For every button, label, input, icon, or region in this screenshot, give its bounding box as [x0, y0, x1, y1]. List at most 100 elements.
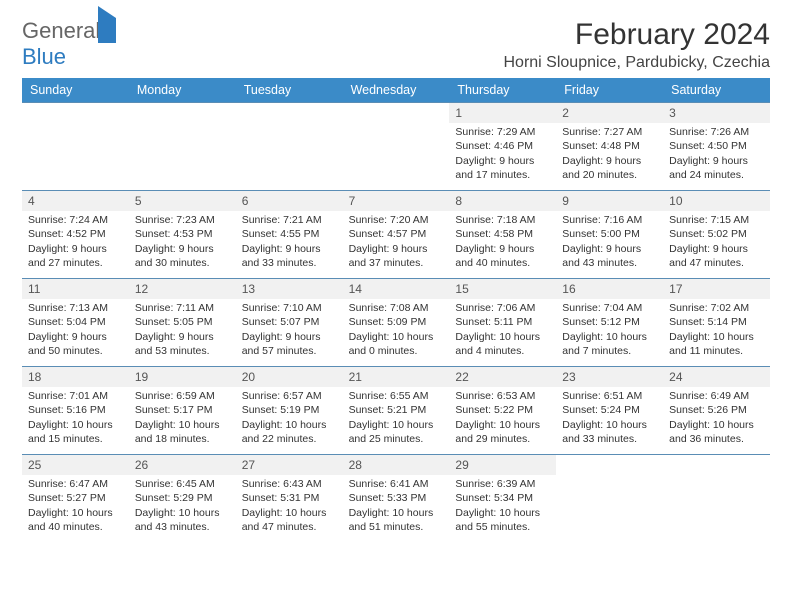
- sunrise-text: Sunrise: 7:23 AM: [135, 213, 230, 227]
- sunset-text: Sunset: 5:09 PM: [349, 315, 444, 329]
- location-text: Horni Sloupnice, Pardubicky, Czechia: [504, 54, 771, 72]
- calendar-cell: 10Sunrise: 7:15 AMSunset: 5:02 PMDayligh…: [663, 190, 770, 278]
- daylight-text: Daylight: 10 hours and 55 minutes.: [455, 506, 550, 534]
- calendar-cell: [663, 454, 770, 542]
- daylight-text: Daylight: 10 hours and 29 minutes.: [455, 418, 550, 446]
- sunrise-text: Sunrise: 7:11 AM: [135, 301, 230, 315]
- daylight-text: Daylight: 10 hours and 0 minutes.: [349, 330, 444, 358]
- calendar-cell: 15Sunrise: 7:06 AMSunset: 5:11 PMDayligh…: [449, 278, 556, 366]
- sunset-text: Sunset: 5:12 PM: [562, 315, 657, 329]
- sunset-text: Sunset: 5:07 PM: [242, 315, 337, 329]
- calendar-cell: [22, 102, 129, 190]
- day-number: 2: [556, 103, 663, 123]
- calendar-cell: 9Sunrise: 7:16 AMSunset: 5:00 PMDaylight…: [556, 190, 663, 278]
- calendar-cell: 11Sunrise: 7:13 AMSunset: 5:04 PMDayligh…: [22, 278, 129, 366]
- sunset-text: Sunset: 5:19 PM: [242, 403, 337, 417]
- day-number: 4: [22, 191, 129, 211]
- calendar-cell: 8Sunrise: 7:18 AMSunset: 4:58 PMDaylight…: [449, 190, 556, 278]
- sunset-text: Sunset: 5:00 PM: [562, 227, 657, 241]
- sunset-text: Sunset: 4:57 PM: [349, 227, 444, 241]
- day-number: 22: [449, 367, 556, 387]
- calendar-cell: 19Sunrise: 6:59 AMSunset: 5:17 PMDayligh…: [129, 366, 236, 454]
- calendar-cell: 21Sunrise: 6:55 AMSunset: 5:21 PMDayligh…: [343, 366, 450, 454]
- sunset-text: Sunset: 5:05 PM: [135, 315, 230, 329]
- daylight-text: Daylight: 10 hours and 15 minutes.: [28, 418, 123, 446]
- sunrise-text: Sunrise: 7:06 AM: [455, 301, 550, 315]
- header: General Blue February 2024 Horni Sloupni…: [22, 18, 770, 72]
- title-block: February 2024 Horni Sloupnice, Pardubick…: [504, 18, 771, 72]
- calendar-cell: 25 Sunrise: 6:47 AMSunset: 5:27 PMDayligh…: [22, 454, 129, 542]
- daylight-text: Daylight: 9 hours and 30 minutes.: [135, 242, 230, 270]
- daylight-text: Daylight: 9 hours and 37 minutes.: [349, 242, 444, 270]
- brand-part1: General: [22, 18, 100, 43]
- sunset-text: Sunset: 5:26 PM: [669, 403, 764, 417]
- calendar-cell: 7Sunrise: 7:20 AMSunset: 4:57 PMDaylight…: [343, 190, 450, 278]
- calendar-cell: [236, 102, 343, 190]
- calendar-grid: 1Sunrise: 7:29 AMSunset: 4:46 PMDaylight…: [22, 102, 770, 542]
- calendar-cell: 6Sunrise: 7:21 AMSunset: 4:55 PMDaylight…: [236, 190, 343, 278]
- daylight-text: Daylight: 10 hours and 36 minutes.: [669, 418, 764, 446]
- day-number: 19: [129, 367, 236, 387]
- daylight-text: Daylight: 10 hours and 7 minutes.: [562, 330, 657, 358]
- daylight-text: Daylight: 9 hours and 27 minutes.: [28, 242, 123, 270]
- calendar-cell: 4Sunrise: 7:24 AMSunset: 4:52 PMDaylight…: [22, 190, 129, 278]
- daylight-text: Daylight: 9 hours and 57 minutes.: [242, 330, 337, 358]
- weekday-label: Sunday: [22, 78, 129, 102]
- sunset-text: Sunset: 5:14 PM: [669, 315, 764, 329]
- day-number: 29: [449, 455, 556, 475]
- sunrise-text: Sunrise: 6:41 AM: [349, 477, 444, 491]
- sunrise-text: Sunrise: 7:01 AM: [28, 389, 123, 403]
- daylight-text: Daylight: 10 hours and 47 minutes.: [242, 506, 337, 534]
- daylight-text: Daylight: 10 hours and 11 minutes.: [669, 330, 764, 358]
- sunset-text: Sunset: 5:27 PM: [28, 491, 123, 505]
- sunset-text: Sunset: 5:21 PM: [349, 403, 444, 417]
- calendar-cell: 17Sunrise: 7:02 AMSunset: 5:14 PMDayligh…: [663, 278, 770, 366]
- daylight-text: Daylight: 9 hours and 17 minutes.: [455, 154, 550, 182]
- day-number: 24: [663, 367, 770, 387]
- sunset-text: Sunset: 5:34 PM: [455, 491, 550, 505]
- calendar-cell: [343, 102, 450, 190]
- day-number: 26: [129, 455, 236, 475]
- calendar-cell: [129, 102, 236, 190]
- calendar-cell: 29Sunrise: 6:39 AMSunset: 5:34 PMDayligh…: [449, 454, 556, 542]
- sunrise-text: Sunrise: 7:13 AM: [28, 301, 123, 315]
- calendar-cell: 5Sunrise: 7:23 AMSunset: 4:53 PMDaylight…: [129, 190, 236, 278]
- calendar-cell: 22Sunrise: 6:53 AMSunset: 5:22 PMDayligh…: [449, 366, 556, 454]
- daylight-text: Daylight: 9 hours and 20 minutes.: [562, 154, 657, 182]
- calendar-cell: 13Sunrise: 7:10 AMSunset: 5:07 PMDayligh…: [236, 278, 343, 366]
- sunset-text: Sunset: 4:52 PM: [28, 227, 123, 241]
- sunset-text: Sunset: 4:53 PM: [135, 227, 230, 241]
- month-title: February 2024: [504, 18, 771, 52]
- brand-part2: Blue: [22, 44, 66, 69]
- weekday-label: Tuesday: [236, 78, 343, 102]
- daylight-text: Daylight: 9 hours and 50 minutes.: [28, 330, 123, 358]
- sunrise-text: Sunrise: 6:47 AM: [28, 477, 123, 491]
- sunrise-text: Sunrise: 7:20 AM: [349, 213, 444, 227]
- sunset-text: Sunset: 4:48 PM: [562, 139, 657, 153]
- day-number: 25: [22, 455, 129, 475]
- sunrise-text: Sunrise: 6:43 AM: [242, 477, 337, 491]
- day-number: 10: [663, 191, 770, 211]
- daylight-text: Daylight: 10 hours and 40 minutes.: [28, 506, 123, 534]
- calendar-cell: 18Sunrise: 7:01 AMSunset: 5:16 PMDayligh…: [22, 366, 129, 454]
- day-number: 18: [22, 367, 129, 387]
- weekday-label: Thursday: [449, 78, 556, 102]
- daylight-text: Daylight: 10 hours and 33 minutes.: [562, 418, 657, 446]
- day-number: 28: [343, 455, 450, 475]
- calendar-cell: 24Sunrise: 6:49 AMSunset: 5:26 PMDayligh…: [663, 366, 770, 454]
- day-number: 6: [236, 191, 343, 211]
- brand-triangle-icon: [98, 6, 116, 43]
- daylight-text: Daylight: 9 hours and 47 minutes.: [669, 242, 764, 270]
- daylight-text: Daylight: 10 hours and 25 minutes.: [349, 418, 444, 446]
- day-number: 12: [129, 279, 236, 299]
- calendar-cell: 16Sunrise: 7:04 AMSunset: 5:12 PMDayligh…: [556, 278, 663, 366]
- sunrise-text: Sunrise: 6:55 AM: [349, 389, 444, 403]
- sunset-text: Sunset: 4:58 PM: [455, 227, 550, 241]
- weekday-label: Wednesday: [343, 78, 450, 102]
- sunrise-text: Sunrise: 6:57 AM: [242, 389, 337, 403]
- calendar-cell: [556, 454, 663, 542]
- calendar-cell: 3Sunrise: 7:26 AMSunset: 4:50 PMDaylight…: [663, 102, 770, 190]
- daylight-text: Daylight: 10 hours and 51 minutes.: [349, 506, 444, 534]
- calendar-cell: 2Sunrise: 7:27 AMSunset: 4:48 PMDaylight…: [556, 102, 663, 190]
- weekday-header: SundayMondayTuesdayWednesdayThursdayFrid…: [22, 78, 770, 102]
